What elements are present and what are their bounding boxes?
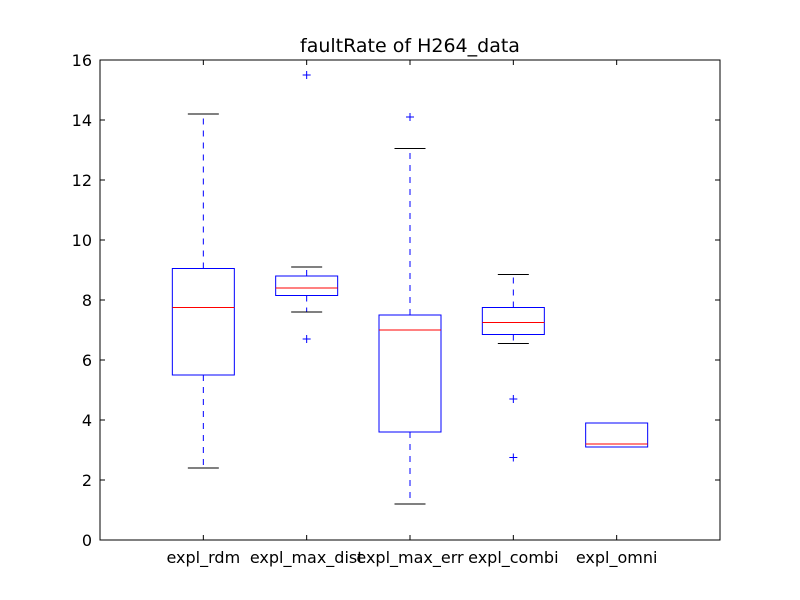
y-tick-label: 16 [72,51,92,70]
y-tick-label: 0 [82,531,92,550]
flier-point [509,453,518,462]
box-group-expl-combi [481,274,545,462]
x-tick-label: expl_combi [468,548,558,568]
flier-point [302,71,311,79]
box-iqr [171,268,235,376]
flier-point [509,395,518,403]
y-tick-label: 12 [72,171,92,190]
box-iqr [378,314,442,433]
box-group-expl-rdm [171,113,235,469]
flier-point [302,335,311,343]
y-tick-label: 8 [82,291,92,310]
box-group-expl-max-err [378,113,442,505]
y-tick-label: 10 [72,231,92,250]
chart-title: faultRate of H264_data [300,35,520,57]
x-tick-label: expl_rdm [166,548,240,568]
box-iqr [585,422,649,448]
x-tick-label: expl_max_dist [250,548,364,568]
y-tick-label: 4 [82,411,92,430]
y-tick-label: 6 [82,351,92,370]
axis-layer: 0 2 4 6 8 10 12 14 16 expl_rdm expl_max_distexpl_m… [72,51,720,568]
box-iqr [481,307,545,335]
box-iqr [275,275,339,296]
box-group-expl-omni [585,422,649,448]
y-tick-label: 2 [82,471,92,490]
x-tick-label: expl_omni [576,548,658,568]
plot-layer [171,71,649,505]
flier-point [406,113,414,121]
x-tick-label: expl_max_err [356,548,464,568]
y-tick-label: 14 [72,111,92,130]
box-group-expl-max-dist [275,71,339,343]
